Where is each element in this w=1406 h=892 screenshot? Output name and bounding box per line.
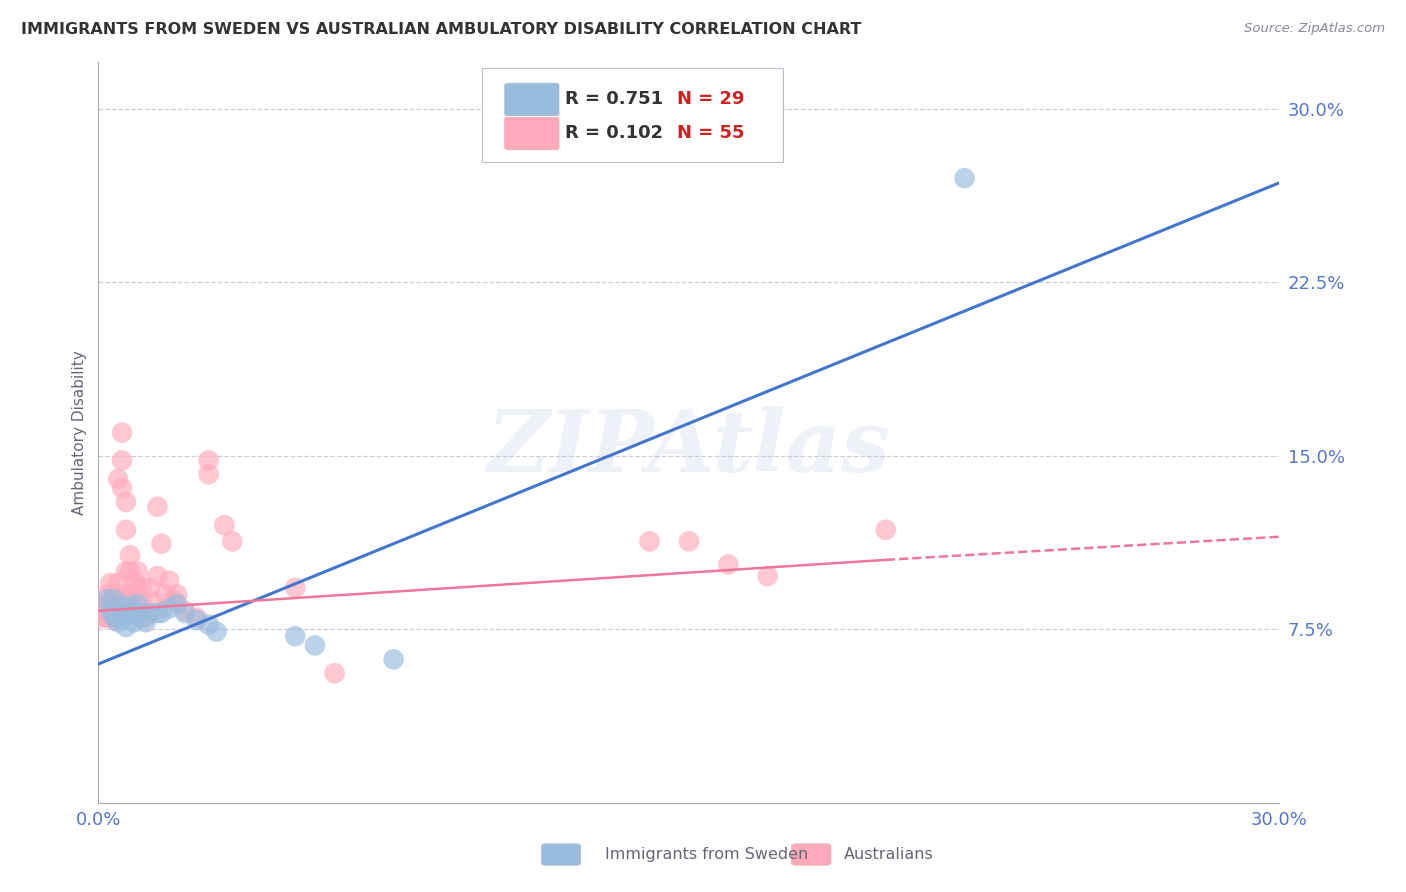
Point <box>197 453 219 467</box>
Point <box>186 613 208 627</box>
Point <box>162 592 184 607</box>
Point <box>284 581 307 595</box>
Point <box>122 588 145 602</box>
Text: R = 0.751: R = 0.751 <box>565 90 664 108</box>
Point <box>98 576 121 591</box>
Y-axis label: Ambulatory Disability: Ambulatory Disability <box>72 351 87 515</box>
Point <box>111 610 134 624</box>
Point <box>107 592 129 607</box>
Point <box>103 604 125 618</box>
Point <box>186 610 208 624</box>
Point <box>111 588 134 602</box>
Point <box>146 606 169 620</box>
Point <box>135 615 157 630</box>
Point <box>197 467 219 482</box>
Point <box>284 629 307 643</box>
Point <box>638 534 661 549</box>
Point <box>150 536 173 550</box>
FancyBboxPatch shape <box>505 83 560 116</box>
Point <box>678 534 700 549</box>
Point <box>115 565 138 579</box>
Point <box>155 588 177 602</box>
Text: ZIPAtlas: ZIPAtlas <box>486 406 891 489</box>
Point <box>214 518 236 533</box>
Point <box>127 581 149 595</box>
Point <box>135 610 157 624</box>
FancyBboxPatch shape <box>541 844 581 865</box>
Point <box>146 500 169 514</box>
Point <box>150 606 173 620</box>
Text: N = 29: N = 29 <box>678 90 745 108</box>
Point <box>138 581 160 595</box>
Point <box>118 548 141 562</box>
Point <box>138 606 160 620</box>
Point <box>118 606 141 620</box>
Point <box>96 610 118 624</box>
Point <box>111 599 134 614</box>
Point <box>118 599 141 614</box>
Point <box>323 666 346 681</box>
Point <box>127 604 149 618</box>
Point <box>107 472 129 486</box>
Point <box>174 604 197 618</box>
Text: Source: ZipAtlas.com: Source: ZipAtlas.com <box>1244 22 1385 36</box>
Point <box>118 588 141 602</box>
Point <box>115 606 138 620</box>
Text: Australians: Australians <box>844 847 934 862</box>
Point <box>96 588 118 602</box>
Point <box>115 597 138 611</box>
Point <box>146 569 169 583</box>
Point <box>157 574 180 588</box>
Point <box>118 565 141 579</box>
Point <box>115 523 138 537</box>
Point <box>91 599 114 614</box>
Point <box>103 588 125 602</box>
Text: Immigrants from Sweden: Immigrants from Sweden <box>605 847 808 862</box>
Point <box>115 620 138 634</box>
Point <box>103 613 125 627</box>
Point <box>103 592 125 607</box>
Point <box>111 481 134 495</box>
Point <box>131 594 153 608</box>
Point <box>122 615 145 630</box>
FancyBboxPatch shape <box>792 844 831 865</box>
Point <box>166 597 188 611</box>
Point <box>127 565 149 579</box>
Point <box>122 574 145 588</box>
Point <box>953 171 976 186</box>
FancyBboxPatch shape <box>505 117 560 150</box>
Point <box>166 588 188 602</box>
Point <box>96 592 118 607</box>
Text: IMMIGRANTS FROM SWEDEN VS AUSTRALIAN AMBULATORY DISABILITY CORRELATION CHART: IMMIGRANTS FROM SWEDEN VS AUSTRALIAN AMB… <box>21 22 862 37</box>
Text: N = 55: N = 55 <box>678 124 745 142</box>
Point <box>131 581 153 595</box>
Point <box>131 610 153 624</box>
Point <box>221 534 243 549</box>
Point <box>115 495 138 509</box>
Point <box>127 606 149 620</box>
FancyBboxPatch shape <box>482 68 783 162</box>
Point <box>98 604 121 618</box>
Point <box>304 639 326 653</box>
Point <box>157 601 180 615</box>
Point <box>875 523 897 537</box>
Point <box>107 615 129 630</box>
Point <box>98 610 121 624</box>
Point <box>98 597 121 611</box>
Point <box>756 569 779 583</box>
Point <box>96 599 118 614</box>
Point <box>142 594 165 608</box>
Point <box>111 453 134 467</box>
Point <box>103 610 125 624</box>
Point <box>197 617 219 632</box>
Point <box>111 425 134 440</box>
Point <box>107 576 129 591</box>
Point <box>127 597 149 611</box>
Text: R = 0.102: R = 0.102 <box>565 124 664 142</box>
Point <box>205 624 228 639</box>
Point <box>174 606 197 620</box>
Point <box>382 652 405 666</box>
Point <box>717 558 740 572</box>
Point <box>91 610 114 624</box>
